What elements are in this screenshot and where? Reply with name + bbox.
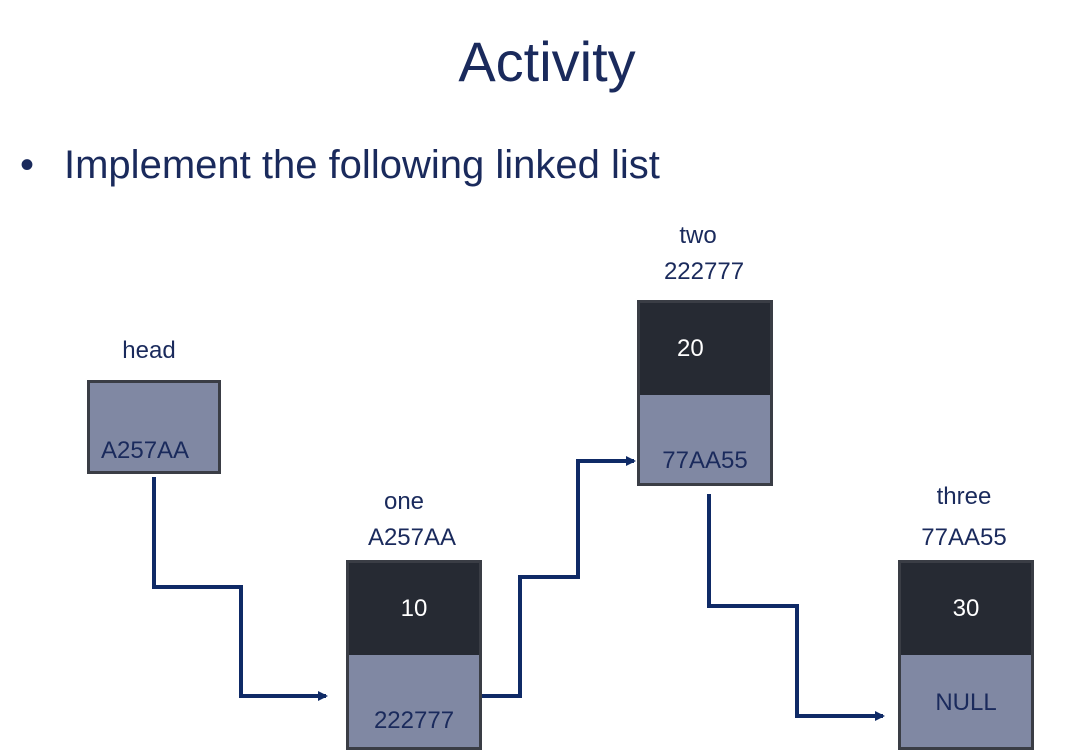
slide-title: Activity (458, 30, 636, 93)
arrow-head-to-one (152, 477, 328, 701)
node-two-next: 77AA55 (662, 447, 748, 474)
bullet-item: • Implement the following linked list (20, 138, 660, 192)
node-one-data-cell: 10 (349, 563, 479, 655)
node-one-next-cell: 222777 (349, 655, 479, 747)
bullet-dot-icon: • (20, 142, 35, 187)
node-three-box: 30 NULL (898, 560, 1034, 750)
head-box: A257AA (87, 380, 221, 474)
node-one-box: 10 222777 (346, 560, 482, 750)
node-three-next-cell: NULL (901, 655, 1031, 747)
node-two-next-cell: 77AA55 (640, 395, 770, 483)
node-one-data: 10 (400, 595, 428, 622)
node-three-data: 30 (952, 595, 980, 622)
bullet-text: Implement the following linked list (64, 142, 660, 187)
node-one-address: A257AA (367, 524, 457, 551)
node-three-name: three (936, 483, 992, 510)
arrow-one-to-two (472, 456, 636, 698)
node-two-address: 222777 (663, 258, 745, 285)
node-two-data-cell: 20 (640, 303, 770, 395)
head-pointer-value: A257AA (101, 437, 190, 464)
node-two-data: 20 (677, 335, 704, 362)
node-three-next: NULL (935, 689, 997, 716)
node-three-address: 77AA55 (921, 524, 1007, 551)
node-one-next: 222777 (373, 707, 455, 734)
node-one-name: one (383, 488, 425, 515)
node-two-name: two (679, 222, 717, 249)
node-three-data-cell: 30 (901, 563, 1031, 655)
arrow-two-to-three (707, 494, 885, 721)
head-label: head (122, 337, 176, 364)
node-two-box: 20 77AA55 (637, 300, 773, 486)
head-pointer-cell: A257AA (90, 383, 218, 471)
